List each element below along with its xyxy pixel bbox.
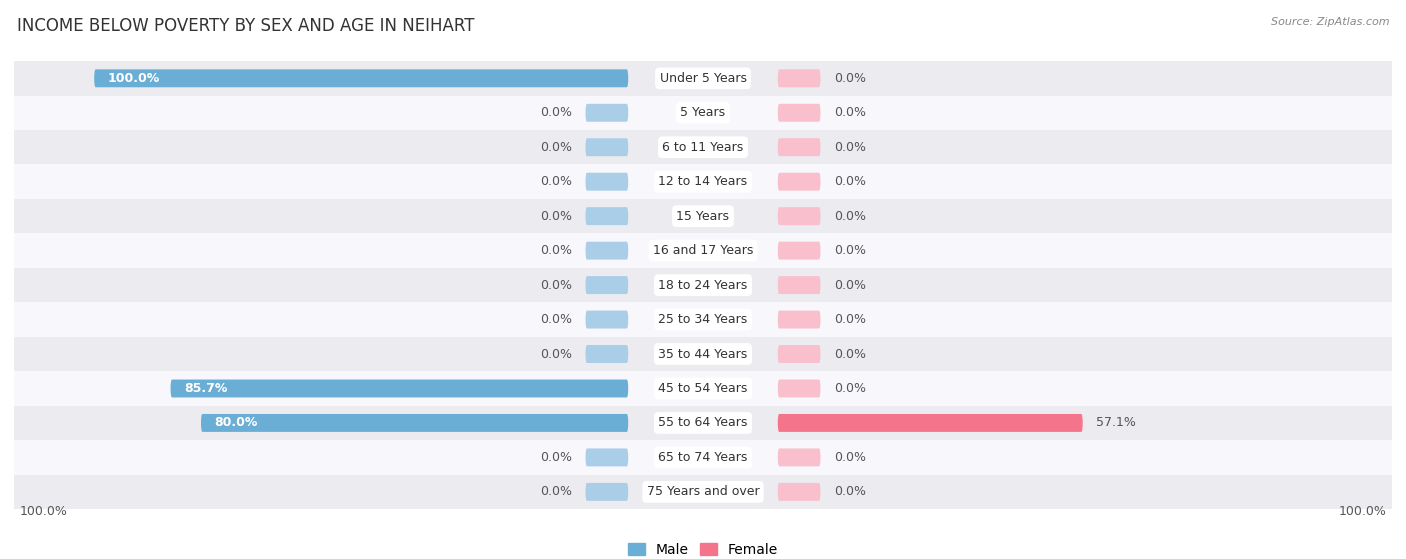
Text: 0.0%: 0.0% [540,451,572,464]
Text: 25 to 34 Years: 25 to 34 Years [658,313,748,326]
Text: 0.0%: 0.0% [540,485,572,499]
Text: 85.7%: 85.7% [184,382,228,395]
FancyBboxPatch shape [778,276,821,294]
FancyBboxPatch shape [585,104,628,122]
Text: 6 to 11 Years: 6 to 11 Years [662,141,744,154]
Bar [14,234,1392,268]
Legend: Male, Female: Male, Female [623,537,783,559]
Text: 0.0%: 0.0% [834,210,866,222]
Text: 0.0%: 0.0% [834,382,866,395]
FancyBboxPatch shape [585,345,628,363]
FancyBboxPatch shape [778,345,821,363]
Text: 12 to 14 Years: 12 to 14 Years [658,175,748,188]
Text: 45 to 54 Years: 45 to 54 Years [658,382,748,395]
Text: 100.0%: 100.0% [1339,505,1386,518]
FancyBboxPatch shape [778,207,821,225]
Bar [14,371,1392,406]
Text: 75 Years and over: 75 Years and over [647,485,759,499]
Bar [14,61,1392,96]
Bar [14,268,1392,302]
Text: 0.0%: 0.0% [834,72,866,85]
Text: 57.1%: 57.1% [1097,416,1136,429]
Text: 65 to 74 Years: 65 to 74 Years [658,451,748,464]
Text: 0.0%: 0.0% [540,210,572,222]
FancyBboxPatch shape [585,138,628,156]
Text: 0.0%: 0.0% [834,313,866,326]
Text: 0.0%: 0.0% [540,175,572,188]
Text: 35 to 44 Years: 35 to 44 Years [658,348,748,361]
FancyBboxPatch shape [778,414,1083,432]
Bar [14,337,1392,371]
FancyBboxPatch shape [585,207,628,225]
Text: 55 to 64 Years: 55 to 64 Years [658,416,748,429]
Text: INCOME BELOW POVERTY BY SEX AND AGE IN NEIHART: INCOME BELOW POVERTY BY SEX AND AGE IN N… [17,17,474,35]
Text: Under 5 Years: Under 5 Years [659,72,747,85]
FancyBboxPatch shape [170,380,628,397]
Bar [14,440,1392,475]
Text: 0.0%: 0.0% [834,106,866,119]
Text: 0.0%: 0.0% [540,348,572,361]
FancyBboxPatch shape [585,311,628,329]
Text: 0.0%: 0.0% [834,348,866,361]
Bar [14,164,1392,199]
FancyBboxPatch shape [201,414,628,432]
Text: 100.0%: 100.0% [20,505,67,518]
FancyBboxPatch shape [778,241,821,259]
Text: 100.0%: 100.0% [107,72,160,85]
FancyBboxPatch shape [778,483,821,501]
FancyBboxPatch shape [585,173,628,191]
Text: 0.0%: 0.0% [540,313,572,326]
Text: 18 to 24 Years: 18 to 24 Years [658,278,748,292]
Text: 0.0%: 0.0% [540,141,572,154]
Text: 16 and 17 Years: 16 and 17 Years [652,244,754,257]
Text: 0.0%: 0.0% [834,278,866,292]
FancyBboxPatch shape [585,276,628,294]
Text: 15 Years: 15 Years [676,210,730,222]
Text: Source: ZipAtlas.com: Source: ZipAtlas.com [1271,17,1389,27]
Bar [14,96,1392,130]
FancyBboxPatch shape [778,173,821,191]
Text: 0.0%: 0.0% [834,451,866,464]
FancyBboxPatch shape [778,69,821,87]
FancyBboxPatch shape [585,448,628,466]
Bar [14,302,1392,337]
FancyBboxPatch shape [778,380,821,397]
FancyBboxPatch shape [778,104,821,122]
FancyBboxPatch shape [585,483,628,501]
Bar [14,406,1392,440]
Bar [14,475,1392,509]
FancyBboxPatch shape [585,241,628,259]
Bar [14,199,1392,234]
Bar [14,130,1392,164]
Text: 0.0%: 0.0% [540,106,572,119]
FancyBboxPatch shape [778,311,821,329]
Text: 0.0%: 0.0% [834,141,866,154]
FancyBboxPatch shape [778,448,821,466]
Text: 80.0%: 80.0% [214,416,257,429]
Text: 0.0%: 0.0% [834,485,866,499]
Text: 0.0%: 0.0% [540,244,572,257]
Text: 5 Years: 5 Years [681,106,725,119]
Text: 0.0%: 0.0% [834,244,866,257]
Text: 0.0%: 0.0% [540,278,572,292]
FancyBboxPatch shape [94,69,628,87]
FancyBboxPatch shape [778,138,821,156]
Text: 0.0%: 0.0% [834,175,866,188]
